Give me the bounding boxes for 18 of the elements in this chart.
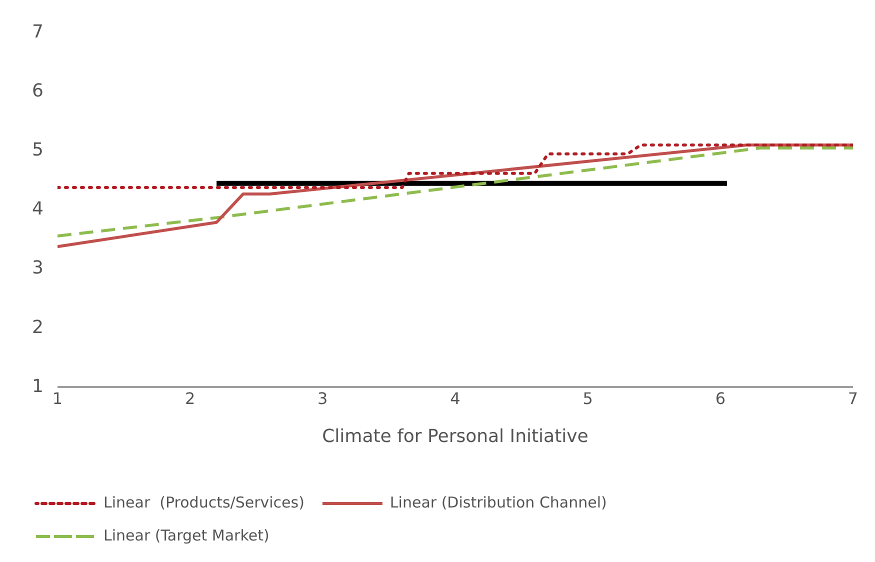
x-tick-label: 3 bbox=[318, 388, 328, 408]
x-tick-label: 7 bbox=[848, 388, 858, 408]
y-tick-label: 5 bbox=[32, 140, 44, 161]
y-tick-label: 7 bbox=[32, 21, 44, 42]
y-tick-label: 6 bbox=[32, 80, 44, 102]
legend-label: Linear (Distribution Channel) bbox=[390, 493, 607, 512]
x-tick-label: 5 bbox=[582, 388, 593, 408]
x-tick-label: 6 bbox=[715, 388, 726, 408]
y-tick-label: 2 bbox=[32, 316, 44, 338]
line-series bbox=[57, 144, 853, 190]
legend-label: Linear (Target Market) bbox=[104, 526, 270, 544]
x-tick-label: 1 bbox=[52, 388, 63, 408]
x-axis-title: Climate for Personal Initiative bbox=[322, 426, 588, 447]
x-tick-label: 2 bbox=[184, 388, 196, 408]
y-tick-label: 3 bbox=[32, 258, 44, 279]
x-tick-label: 4 bbox=[450, 388, 460, 408]
legend-label: Linear (Products/Services) bbox=[104, 493, 304, 512]
y-tick-label: 4 bbox=[32, 198, 44, 220]
